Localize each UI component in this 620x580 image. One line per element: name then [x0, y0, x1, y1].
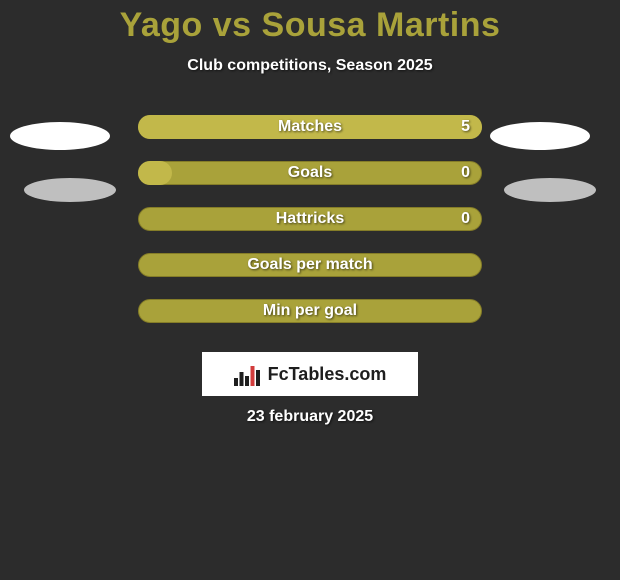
subtitle: Club competitions, Season 2025: [0, 57, 620, 75]
avatar-ellipse: [10, 122, 110, 150]
logo-box: FcTables.com: [202, 352, 418, 396]
bar-track: [138, 253, 482, 277]
logo-text: FcTables.com: [268, 364, 387, 385]
bar-fill: [138, 161, 172, 185]
page-title: Yago vs Sousa Martins: [0, 0, 620, 45]
date-label: 23 february 2025: [0, 408, 620, 426]
avatar-ellipse: [490, 122, 590, 150]
bar-track: [138, 299, 482, 323]
bar-track: [138, 161, 482, 185]
bar-fill: [138, 115, 482, 139]
stat-row: Hattricks0: [0, 207, 620, 253]
logo-bars-icon: [234, 362, 262, 386]
stat-row: Min per goal: [0, 299, 620, 345]
bar-track: [138, 207, 482, 231]
comparison-infographic: Yago vs Sousa Martins Club competitions,…: [0, 0, 620, 580]
stat-row: Goals per match: [0, 253, 620, 299]
avatar-ellipse: [24, 178, 116, 202]
avatar-ellipse: [504, 178, 596, 202]
